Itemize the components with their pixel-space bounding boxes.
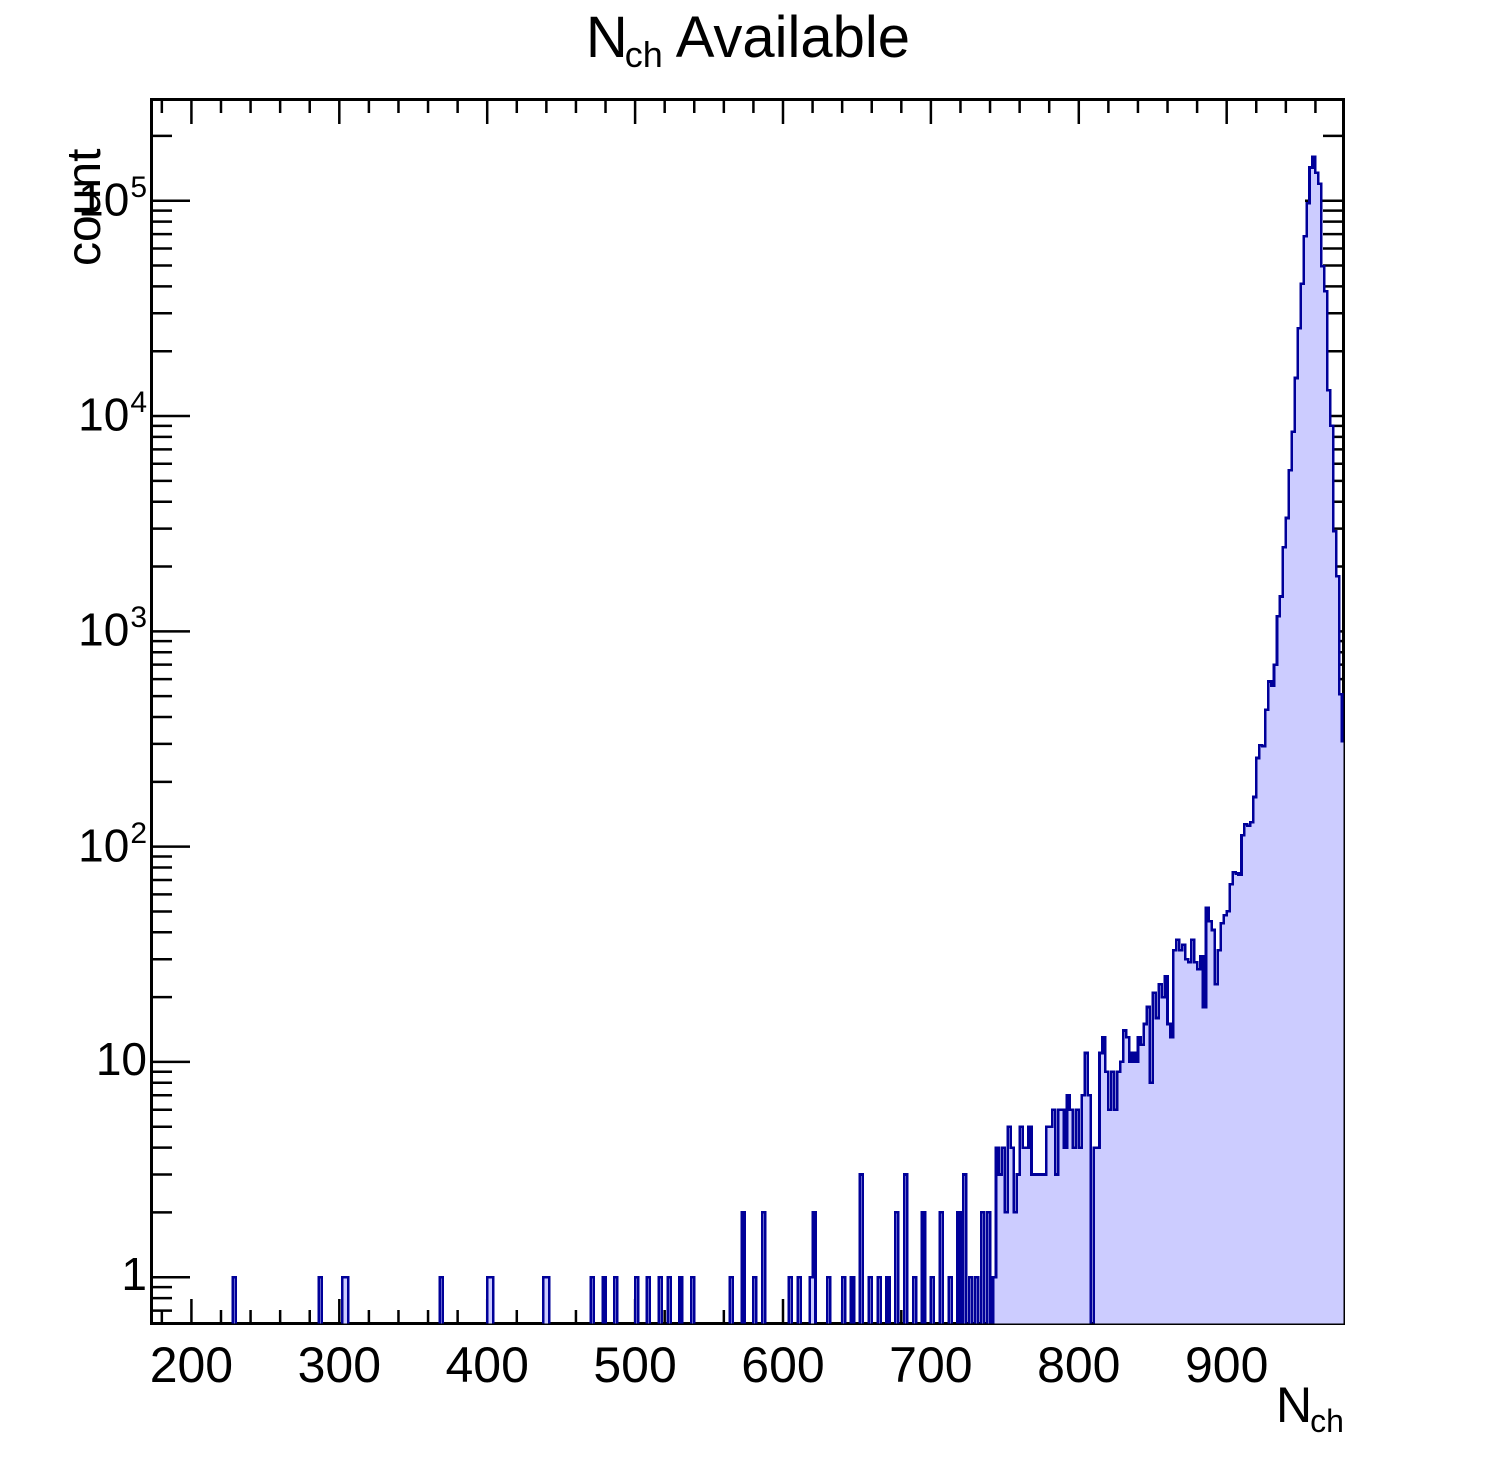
y-tick-label: 105 [78, 171, 147, 227]
y-tick-exponent: 5 [130, 170, 147, 204]
x-tick-label: 200 [149, 1337, 234, 1393]
y-tick-label: 103 [78, 601, 147, 657]
x-axis-label-subscript: ch [1310, 1402, 1344, 1439]
y-tick-label: 10 [96, 1032, 147, 1086]
y-tick-base: 10 [95, 1032, 147, 1085]
chart-title: Nch Available [0, 4, 1496, 76]
y-tick-base: 1 [121, 1248, 147, 1301]
y-tick-exponent: 2 [130, 816, 147, 850]
y-tick-label: 1 [121, 1247, 147, 1301]
y-tick-label: 102 [78, 817, 147, 873]
x-axis-label-base: N [1276, 1377, 1313, 1433]
x-tick-label: 500 [593, 1337, 677, 1393]
chart-title-rest: Available [662, 5, 911, 70]
x-tick-label: 300 [297, 1337, 382, 1393]
y-tick-base: 10 [78, 388, 130, 441]
x-tick-label: 900 [1184, 1337, 1269, 1393]
x-tick-label: 600 [741, 1337, 825, 1393]
y-tick-base: 10 [78, 173, 130, 226]
x-tick-label: 800 [1037, 1337, 1121, 1393]
y-tick-exponent: 4 [130, 386, 147, 420]
x-tick-label: 700 [889, 1337, 973, 1393]
chart-title-subscript: ch [624, 34, 663, 76]
x-tick-label: 400 [445, 1337, 529, 1393]
x-axis-label: Nch [1276, 1376, 1344, 1440]
y-tick-exponent: 3 [130, 601, 147, 635]
y-tick-base: 10 [78, 603, 130, 656]
y-tick-base: 10 [78, 819, 130, 872]
y-tick-label: 104 [78, 386, 147, 442]
plot-canvas [150, 98, 1345, 1325]
chart-title-base: N [585, 5, 628, 70]
